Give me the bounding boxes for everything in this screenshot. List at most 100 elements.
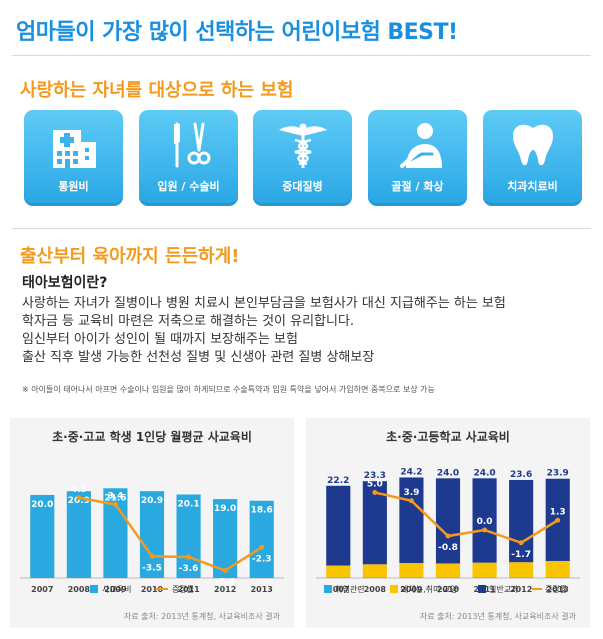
footnote: ※ 아이들이 태어나서 아프면 수술이나 입원을 많이 하게되므로 수술특약과 …	[22, 385, 435, 394]
surgical-tools-icon	[174, 122, 211, 168]
bar-total-label: 24.0	[437, 468, 459, 478]
chart-left-svg: 20.0 20.9 21.6 20.9 20.1 19.0 18.6 4.3 3.4 -3.5 -3…	[20, 485, 284, 594]
change-rate-point	[186, 554, 192, 560]
bar-segment	[399, 563, 424, 578]
x-tick-label: 2010	[141, 585, 164, 594]
bar-value-label: 20.9	[68, 496, 90, 506]
bar-segment	[362, 564, 387, 578]
legend-label: 증감률	[172, 584, 194, 594]
legend-swatch	[324, 585, 332, 593]
chart-source: 자료 출처: 2013년 통계청, 사교육비조사 결과	[123, 612, 280, 621]
bar-segment	[545, 560, 570, 578]
section2-title: 출산부터 육아까지 든든하게!	[20, 246, 240, 267]
coverage-tile-dental[interactable]: 치과치료비	[483, 110, 582, 206]
change-rate-point	[372, 490, 378, 495]
change-rate-point	[408, 498, 414, 504]
coverage-label: 골절 / 화상	[391, 180, 444, 193]
change-rate-point	[222, 568, 228, 573]
chart-panel-left: 초·중·고교 학생 1인당 월평균 사교육비 20.0 20.9 21.6 20.9 2…	[10, 418, 294, 628]
bar	[66, 491, 91, 578]
chart-title: 초·중·고교 학생 1인당 월평균 사교육비	[52, 430, 252, 444]
bar-value-label: 20.9	[141, 496, 163, 506]
bar-segment	[509, 562, 534, 578]
x-tick-label: 2007	[327, 585, 349, 594]
change-rate-label: -3.6	[179, 564, 199, 574]
legend-label: 증감률	[545, 584, 567, 594]
x-tick-label: 2008	[364, 585, 387, 594]
x-tick-label: 2012	[214, 585, 236, 594]
bar-total-label: 23.9	[547, 469, 569, 479]
injured-person-icon	[400, 123, 442, 168]
bar-total-label: 24.0	[473, 468, 495, 478]
bar-total-label: 23.6	[510, 470, 532, 480]
change-rate-point	[555, 517, 561, 523]
change-rate-point	[76, 495, 82, 501]
coverage-label: 중대질병	[282, 180, 323, 193]
section2-subtitle: 태아보험이란?	[22, 275, 108, 291]
bar	[176, 494, 201, 578]
coverage-label: 치과치료비	[507, 180, 558, 193]
bar-total-label: 22.2	[327, 476, 349, 486]
change-rate-label: 3.9	[403, 488, 419, 498]
bar-segment	[509, 479, 534, 563]
chart-title: 초·중·고등학교 사교육비	[386, 430, 510, 444]
legend-label: 일반교과	[489, 585, 519, 594]
x-tick-label: 2008	[68, 585, 91, 594]
x-tick-label: 2013	[547, 585, 569, 594]
change-rate-label: 1.3	[550, 507, 566, 517]
hospital-icon	[53, 130, 96, 168]
coverage-tile-fracture-burn[interactable]: 골절 / 화상	[368, 110, 467, 206]
coverage-tile-critical-illness[interactable]: 중대질병	[253, 110, 352, 206]
chart-panel-right: 초·중·고등학교 사교육비 22.2 23.3 24.2 24.0 24.0 23.6 23…	[306, 418, 590, 628]
chart-right-svg: 22.2 23.3 24.2 24.0 24.0 23.6 23.9 5.0 3.9 -0.8 0.…	[316, 467, 580, 594]
bar-segment	[472, 478, 497, 563]
bar-value-label: 20.1	[177, 500, 199, 510]
chart-source: 자료 출처: 2013년 통계청, 사교육비조사 결과	[419, 612, 576, 621]
change-rate-point	[149, 553, 155, 559]
bar-segment	[326, 485, 351, 566]
bar-value-label: 19.0	[214, 504, 236, 514]
x-tick-label: 2009	[104, 585, 127, 594]
change-rate-label: -5.4	[215, 578, 235, 588]
x-tick-label: 2012	[510, 585, 532, 594]
section-divider	[12, 228, 591, 229]
x-tick-label: 2009	[400, 585, 423, 594]
bar-segment	[435, 478, 461, 564]
change-rate-point	[259, 544, 265, 550]
legend-label: 취업관련	[335, 584, 364, 594]
change-rate-label: -2.3	[252, 554, 272, 564]
legend-label: 예체능,취미·교양	[401, 584, 458, 594]
title-divider	[12, 55, 591, 56]
change-rate-label: 5.0	[367, 480, 383, 490]
change-rate-label: 0.0	[477, 517, 493, 527]
caduceus-icon	[279, 123, 327, 168]
bar-value-label: 18.6	[251, 506, 273, 516]
change-rate-point	[112, 502, 118, 507]
x-tick-label: 2007	[31, 585, 53, 594]
section1-title: 사랑하는 자녀를 대상으로 하는 보험	[20, 80, 294, 101]
change-rate-label: -1.7	[511, 550, 531, 560]
change-rate-label: 4.3	[71, 485, 87, 495]
coverage-tile-outpatient[interactable]: 통원비	[24, 110, 123, 206]
legend-swatch	[90, 585, 98, 593]
change-rate-line	[374, 491, 559, 545]
coverage-tile-hospitalization[interactable]: 입원 / 수술비	[139, 110, 238, 206]
bar-segment	[399, 477, 424, 564]
change-rate-point	[445, 533, 451, 539]
coverage-label: 통원비	[58, 180, 89, 193]
x-tick-label: 2011	[177, 585, 200, 594]
legend-swatch	[478, 585, 486, 593]
bar-value-label: 20.0	[31, 500, 53, 510]
x-tick-label: 2010	[437, 585, 460, 594]
bar-segment	[326, 565, 351, 578]
coverage-icon-row: 통원비 입원 / 수술비	[24, 110, 582, 206]
bar	[249, 500, 274, 578]
body-line: 출산 직후 발생 가능한 선천성 질병 및 신생아 관련 질병 상해보장	[22, 350, 375, 365]
x-tick-label: 2013	[251, 585, 273, 594]
main-title: 엄마들이 가장 많이 선택하는 어린이보험 BEST!	[16, 20, 458, 45]
body-line: 학자금 등 교육비 마련은 저축으로 해결하는 것이 유리합니다.	[22, 314, 355, 329]
bar-total-label: 24.2	[400, 467, 422, 477]
bar	[139, 491, 165, 578]
body-line: 임신부터 아이가 성인이 될 때까지 보장해주는 보험	[22, 332, 298, 347]
bar-segment	[435, 563, 461, 578]
